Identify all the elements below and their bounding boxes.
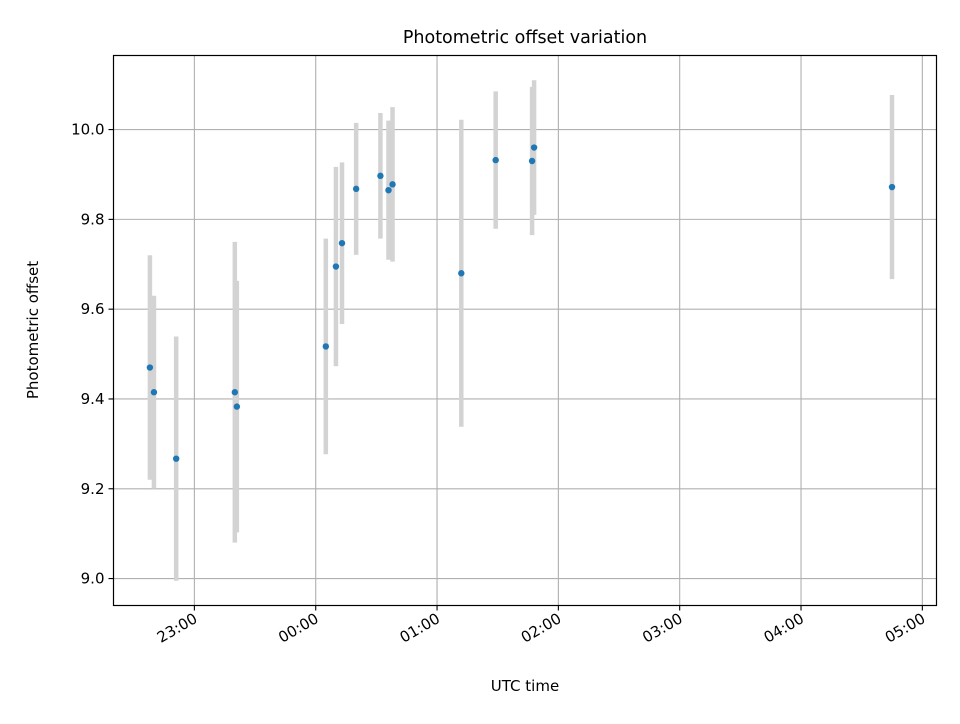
- data-point: [338, 239, 346, 247]
- y-tick-label: 10.0: [71, 121, 104, 139]
- data-point: [332, 263, 340, 270]
- data-point: [385, 186, 392, 194]
- x-tick-label: 23:00: [154, 609, 200, 646]
- data-point: [150, 389, 158, 396]
- y-tick-label: 9.8: [81, 210, 105, 228]
- data-point: [172, 455, 180, 462]
- y-axis-label: Photometric offset: [24, 261, 42, 399]
- chart-title: Photometric offset variation: [403, 28, 647, 48]
- x-tick-label: 01:00: [397, 609, 443, 646]
- data-point: [377, 172, 384, 180]
- x-tick-label: 04:00: [761, 609, 807, 646]
- x-axis-label: UTC time: [491, 677, 559, 695]
- data-point: [322, 343, 330, 350]
- x-tick-label: 02:00: [518, 609, 564, 646]
- y-tick-label: 9.2: [81, 480, 105, 498]
- data-point: [888, 183, 896, 191]
- grid-lines: [113, 55, 937, 606]
- plot-frame: [112, 54, 938, 607]
- x-axis: 23:00 00:00 01:00 02:00 03:00 04:00 05:00: [154, 605, 928, 647]
- y-tick-label: 9.4: [81, 390, 105, 408]
- error-bars: [147, 80, 895, 581]
- data-point: [146, 364, 154, 371]
- data-point: [492, 156, 499, 164]
- y-axis: 9.0 9.2 9.4 9.6 9.8 10.0: [71, 121, 114, 588]
- x-tick-label: 03:00: [639, 609, 685, 646]
- data-point: [458, 270, 465, 277]
- data-points: [146, 144, 896, 462]
- x-tick-label: 00:00: [275, 609, 321, 646]
- y-tick-label: 9.6: [81, 300, 105, 318]
- x-tick-label: 05:00: [882, 609, 928, 646]
- data-point: [530, 144, 538, 151]
- data-point: [528, 157, 536, 165]
- data-point: [231, 389, 239, 396]
- data-point: [233, 403, 241, 410]
- data-point: [352, 185, 360, 193]
- y-tick-label: 9.0: [81, 570, 105, 588]
- data-point: [389, 181, 396, 188]
